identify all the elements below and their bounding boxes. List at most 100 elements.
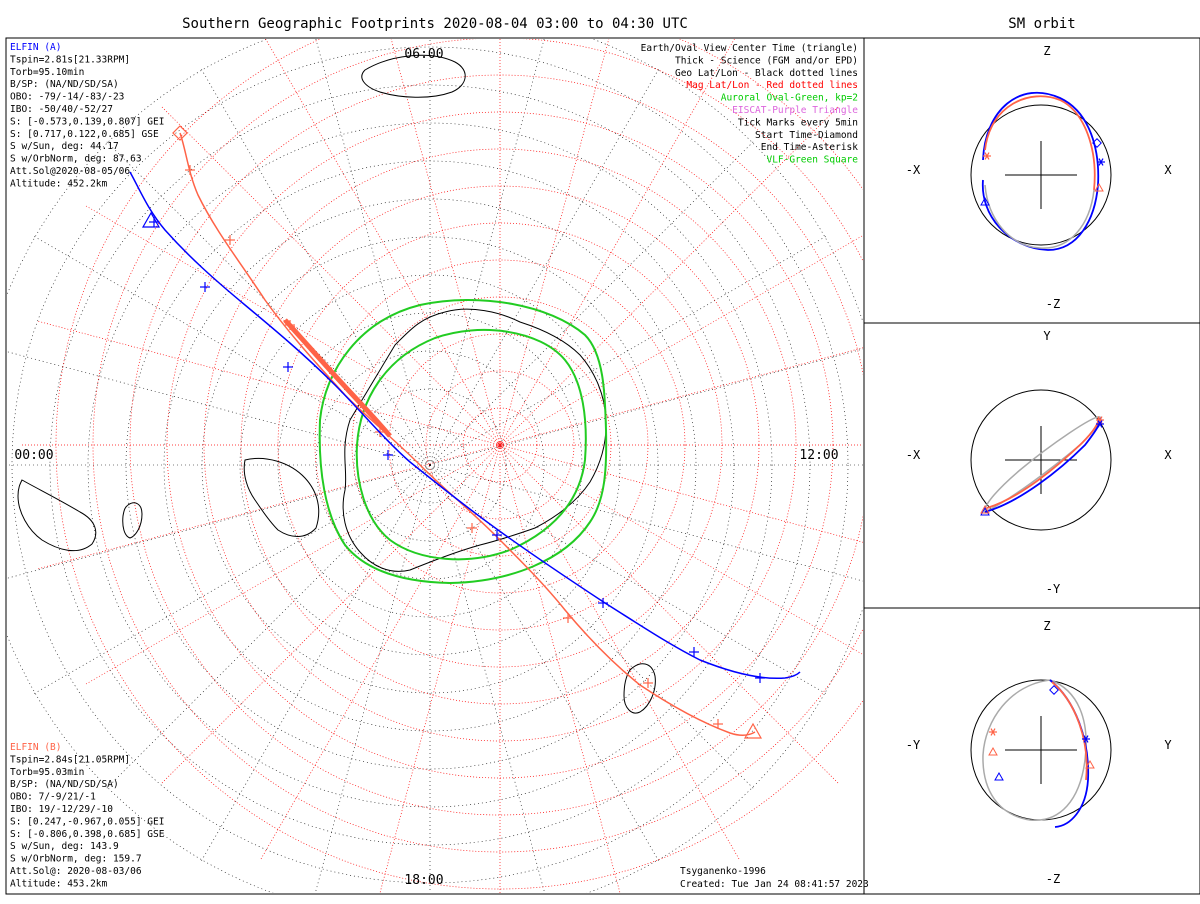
elfin-a-orbit-path: [129, 171, 801, 680]
geo-lon-line: [429, 139, 756, 466]
tick-mark: [225, 235, 235, 245]
tick-mark: [713, 719, 723, 729]
sm-axis-label-bottom: -Z: [1046, 297, 1060, 311]
coastlines: [17, 54, 656, 714]
legend-item: Geo Lat/Lon - Black dotted lines: [675, 68, 858, 79]
polar-map: [7, 39, 863, 893]
sm-orbit-gray-segment: [982, 679, 1087, 821]
sm-axis-label-left: -X: [906, 163, 921, 177]
spacecraft-info-line: S w/Sun, deg: 143.9: [10, 841, 119, 852]
legend-item: Mag Lat/Lon - Red dotted lines: [686, 80, 858, 91]
sm-view-triangle: [980, 504, 990, 514]
elfin-b-start-diamond: [172, 125, 188, 141]
hour-label-top: 06:00: [404, 47, 443, 62]
sm-axis-label-left: -X: [906, 448, 921, 462]
sm-start-diamond: [1049, 685, 1059, 695]
spacecraft-info-line: S: [0.717,0.122,0.685] GSE: [10, 129, 159, 140]
geo-lon-line: [429, 464, 661, 864]
mag-lon-line: [499, 39, 735, 446]
figure-title: Southern Geographic Footprints 2020-08-0…: [182, 16, 688, 32]
elfin-b-info: ELFIN (B)Tspin=2.84s[21.05RPM] Torb=95.03…: [10, 742, 165, 889]
mag-lon-line: [499, 444, 621, 893]
sm-orbit-gray-segment: [984, 184, 1095, 249]
mag-lon-line: [499, 347, 863, 446]
legend: Earth/Oval View Center Time (triangle)Th…: [641, 43, 859, 166]
spacecraft-info-line: S w/OrbNorm, deg: 159.7: [10, 854, 142, 865]
mag-lon-line: [390, 39, 501, 446]
tick-mark: [285, 320, 295, 330]
mag-lon-line: [499, 444, 840, 785]
mag-lat-lon-grid: [20, 39, 863, 893]
elfin-b-science-segment: [283, 318, 392, 438]
geo-lon-line: [429, 464, 756, 791]
spacecraft-info-line: Att.Sol@: 2020-08-03/06: [10, 866, 142, 877]
sm-orbit-panel: Y -Y -X X: [906, 329, 1173, 596]
mag-lon-line: [499, 444, 741, 861]
geo-lon-line: [429, 39, 545, 466]
mag-lon-line: [36, 320, 501, 446]
auroral-oval-inner: [355, 328, 587, 561]
spacecraft-info-line: S: [-0.573,0.139,0.807] GEI: [10, 116, 164, 127]
mag-lat-circle: [92, 39, 863, 853]
main-plot-frame: [5, 37, 865, 895]
tick-mark: [643, 678, 653, 688]
sm-axis-label-top: Z: [1043, 619, 1050, 633]
sm-end-asterisk: [983, 152, 991, 160]
geo-lat-circle: [87, 122, 773, 808]
legend-item: EISCAT-Purple Triangle: [732, 105, 858, 116]
mag-lon-line: [499, 235, 863, 446]
geo-lon-line: [429, 348, 863, 466]
spacecraft-info-line: Tspin=2.84s[21.05RPM]: [10, 754, 130, 765]
sm-orbit-elfin-b: [984, 95, 1096, 191]
sm-panel-xy-frame: [863, 322, 1200, 609]
geo-lat-circle: [163, 198, 697, 732]
tick-mark: [283, 362, 293, 372]
tick-mark: [755, 673, 765, 683]
australia-coastline: [361, 54, 466, 98]
mag-lon-line: [499, 444, 863, 543]
auroral-oval-outer: [318, 299, 608, 585]
geo-lon-line: [429, 464, 829, 696]
model-label: Tsyganenko-1996: [680, 866, 766, 877]
spacecraft-header: ELFIN (B): [10, 742, 61, 753]
sm-axis-label-right: Y: [1164, 738, 1172, 752]
geo-lat-circle: [315, 350, 545, 580]
sm-start-diamond: [1092, 138, 1102, 148]
mag-pole-marker: [497, 442, 503, 448]
mag-lon-line: [259, 444, 501, 861]
sm-orbit-elfin-b: [986, 417, 1100, 509]
sm-axis-label-top: Y: [1043, 329, 1051, 343]
spacecraft-info-line: S: [0.247,-0.967,0.055] GEI: [10, 816, 164, 827]
geo-lon-line: [429, 464, 863, 582]
auroral-oval: [318, 299, 608, 585]
antarctica-coastline: [342, 308, 607, 572]
mag-lon-line: [160, 105, 501, 446]
sm-orbit-panel: Z -Z -X X: [906, 44, 1173, 311]
legend-item: End Time-Asterisk: [761, 142, 859, 153]
tick-mark: [185, 165, 195, 175]
sm-end-asterisk: [989, 728, 997, 736]
mag-lon-line: [499, 444, 863, 655]
sm-view-triangle: [1094, 182, 1104, 192]
geo-lon-line: [315, 39, 431, 466]
spacecraft-info-line: B/SP: (NA/ND/SD/SA): [10, 779, 119, 790]
spacecraft-info-line: IBO: -50/40/-52/27: [10, 104, 113, 115]
legend-item: Auroral Oval-Green, kp=2: [721, 93, 858, 104]
sm-axis-label-right: X: [1164, 448, 1172, 462]
legend-item: Start Time-Diamond: [755, 130, 858, 141]
spacecraft-info-line: B/SP: (NA/ND/SD/SA): [10, 79, 119, 90]
new-zealand-coastline: [623, 663, 656, 714]
geo-lon-line: [199, 66, 431, 466]
sm-axis-label-bottom: -Z: [1046, 872, 1060, 886]
spacecraft-header: ELFIN (A): [10, 42, 61, 53]
geo-lon-line: [104, 464, 431, 791]
mag-lon-line: [36, 444, 501, 570]
sm-orbit-elfin-b: [1051, 681, 1088, 781]
geo-lat-circle: [11, 46, 849, 884]
legend-item: Tick Marks every 5min: [738, 117, 858, 128]
spacecraft-info-line: IBO: 19/-12/29/-10: [10, 804, 113, 815]
earth-reference-circle: [970, 104, 1112, 246]
geo-lon-line: [429, 66, 661, 466]
sm-end-asterisk: [1096, 420, 1104, 428]
